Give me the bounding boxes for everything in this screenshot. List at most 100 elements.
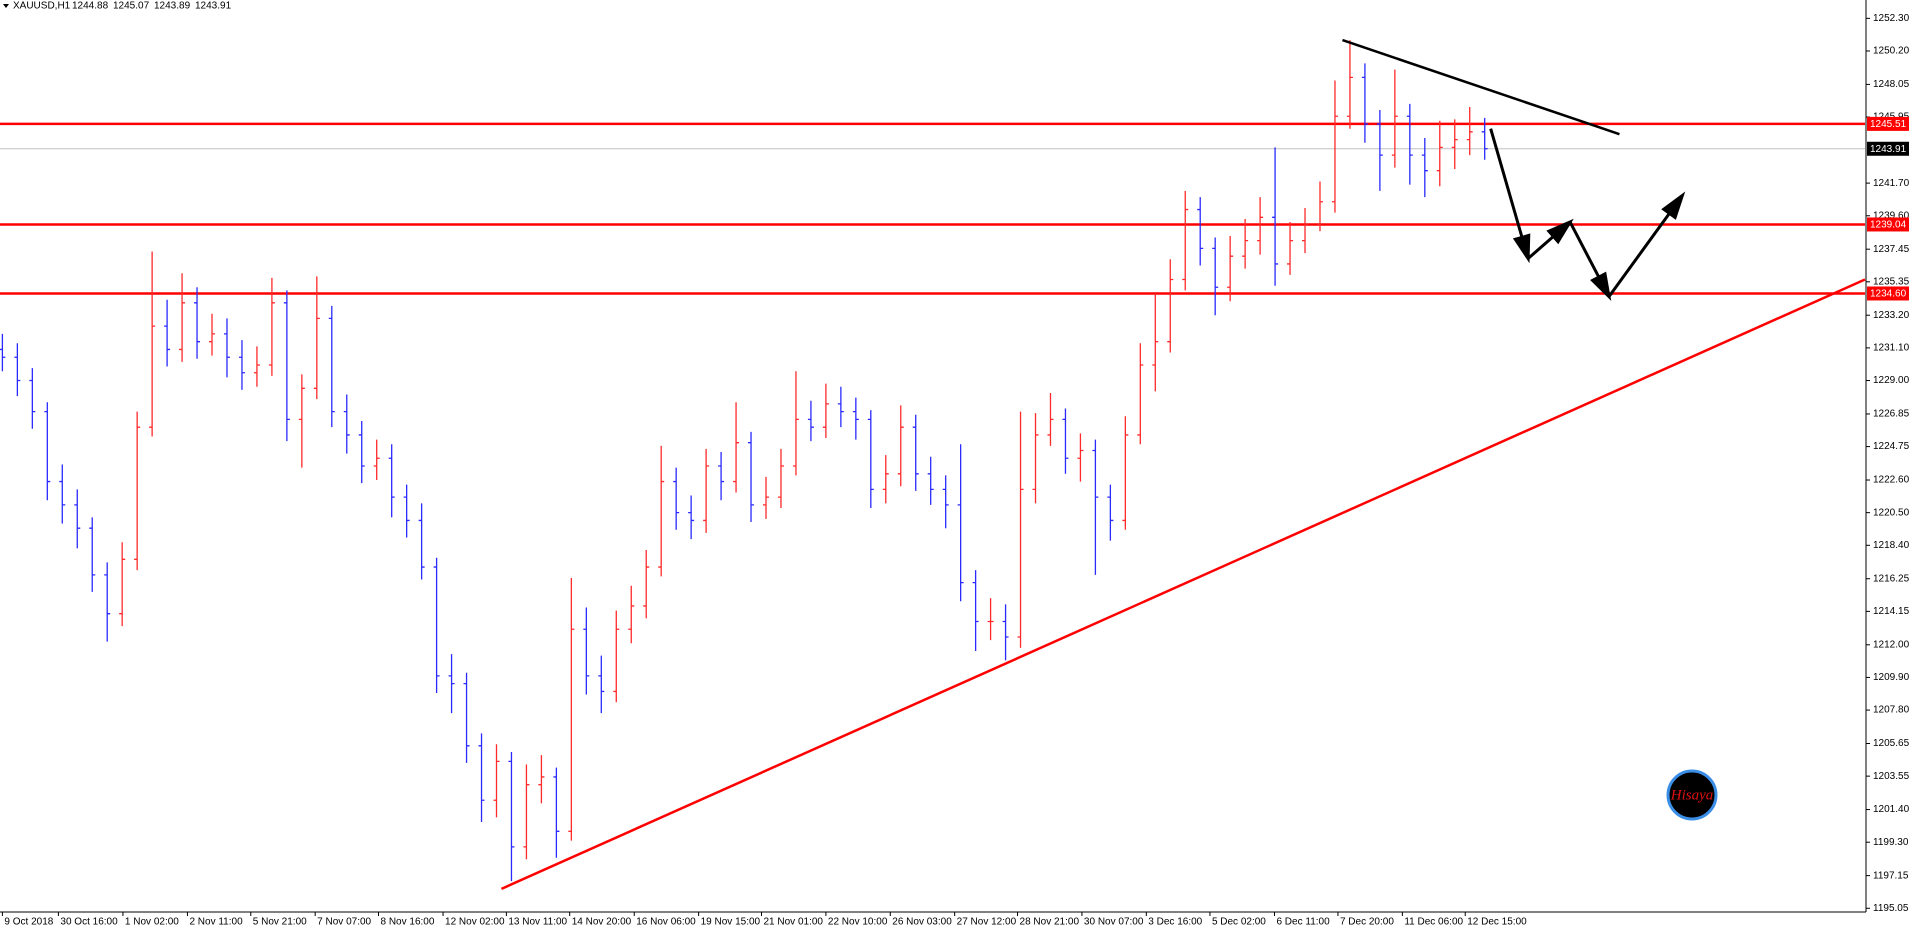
price-bar (613, 610, 620, 703)
price-bar (1466, 106, 1473, 156)
price-bar (1376, 110, 1383, 191)
price-bar (1257, 197, 1264, 255)
x-tick-label: 3 Dec 16:00 (1148, 917, 1202, 928)
price-bar (733, 402, 740, 493)
y-tick-label: 1241.70 (1873, 178, 1909, 189)
forecast-arrow (1527, 218, 1574, 260)
price-bar (1197, 197, 1204, 266)
x-tick-label: 14 Nov 20:00 (572, 917, 632, 928)
price-bar (897, 405, 904, 487)
y-tick-label: 1226.85 (1873, 409, 1909, 420)
level-label: 1245.51 (1870, 119, 1907, 130)
price-bar (1182, 190, 1189, 291)
price-bar (658, 445, 665, 577)
y-tick-label: 1218.40 (1873, 540, 1909, 551)
price-bar (837, 386, 844, 428)
price-bar (149, 251, 156, 437)
price-bar (268, 277, 275, 376)
price-bar (1047, 392, 1054, 446)
y-tick-label: 1224.75 (1873, 441, 1909, 452)
price-bar (1331, 80, 1338, 213)
x-tick-label: 22 Nov 10:00 (828, 917, 888, 928)
price-bar (1481, 117, 1488, 160)
symbol-menu-icon[interactable] (3, 4, 9, 8)
price-bar (748, 431, 755, 522)
y-tick-label: 1231.10 (1873, 343, 1909, 354)
x-tick-label: 8 Nov 16:00 (381, 917, 435, 928)
price-bar (1451, 119, 1458, 170)
y-tick-label: 1214.15 (1873, 606, 1909, 617)
price-bar (44, 402, 51, 501)
x-tick-label: 1 Nov 02:00 (125, 917, 179, 928)
price-bar (538, 755, 545, 804)
x-tick-label: 11 Dec 06:00 (1404, 917, 1463, 928)
price-bar (373, 439, 380, 481)
price-bar (313, 276, 320, 400)
price-bar (448, 654, 455, 714)
price-bar (777, 448, 784, 508)
y-tick-label: 1201.40 (1873, 804, 1909, 815)
y-tick-label: 1229.00 (1873, 375, 1909, 386)
price-bar (1092, 439, 1099, 575)
y-tick-label: 1239.60 (1873, 210, 1909, 221)
y-tick-label: 1209.90 (1873, 672, 1909, 683)
price-bar (583, 607, 590, 695)
price-bar (388, 444, 395, 518)
quote-close: 1243.91 (195, 1, 232, 12)
price-bar (478, 733, 485, 822)
price-bar (643, 549, 650, 619)
x-tick-label: 2 Nov 11:00 (189, 917, 243, 928)
price-bar (1242, 218, 1249, 269)
price-bar (927, 456, 934, 505)
price-bar (253, 346, 260, 387)
y-tick-label: 1199.30 (1873, 837, 1909, 848)
watermark-badge (1666, 769, 1718, 821)
y-tick-label: 1220.50 (1873, 507, 1909, 518)
price-bar (104, 562, 111, 642)
price-bar (343, 394, 350, 454)
price-bar (867, 410, 874, 508)
watermark-text: Hisaya (1670, 787, 1714, 803)
price-bar (29, 368, 36, 429)
price-bar (703, 448, 710, 533)
price-bar (238, 340, 245, 390)
price-bar (1421, 138, 1428, 198)
price-bar (328, 305, 335, 428)
quote-low: 1243.89 (154, 1, 191, 12)
price-bar (1152, 293, 1159, 392)
price-bar (418, 503, 425, 580)
price-bar (1227, 235, 1234, 302)
price-bar (298, 374, 305, 468)
price-bar (1167, 259, 1174, 353)
price-bar (179, 273, 186, 362)
y-tick-label: 1222.60 (1873, 475, 1909, 486)
x-tick-label: 30 Oct 16:00 (60, 917, 118, 928)
forecast-arrow (1568, 221, 1612, 301)
y-tick-label: 1252.30 (1873, 13, 1909, 24)
current-price-box (1867, 141, 1909, 156)
price-bar (1302, 207, 1309, 254)
price-bar (852, 397, 859, 440)
price-bar (1107, 484, 1114, 541)
price-bar (119, 542, 126, 627)
x-tick-label: 16 Nov 06:00 (636, 917, 696, 928)
price-bar (1137, 343, 1144, 445)
level-label-box (1867, 116, 1909, 131)
price-bar (1002, 604, 1009, 661)
price-bar (822, 383, 829, 439)
x-tick-label: 27 Nov 12:00 (957, 917, 1017, 928)
y-tick-label: 1212.00 (1873, 639, 1909, 650)
price-bar (0, 333, 6, 372)
y-tick-label: 1207.80 (1873, 705, 1909, 716)
y-tick-label: 1233.20 (1873, 310, 1909, 321)
price-bar (1212, 237, 1219, 316)
price-bar (718, 452, 725, 501)
price-bar (1062, 408, 1069, 474)
trendline (1342, 38, 1620, 136)
x-tick-label: 13 Nov 11:00 (508, 917, 567, 928)
x-tick-label: 21 Nov 01:00 (764, 917, 824, 928)
price-bar (223, 318, 230, 378)
y-tick-label: 1197.15 (1873, 870, 1909, 881)
